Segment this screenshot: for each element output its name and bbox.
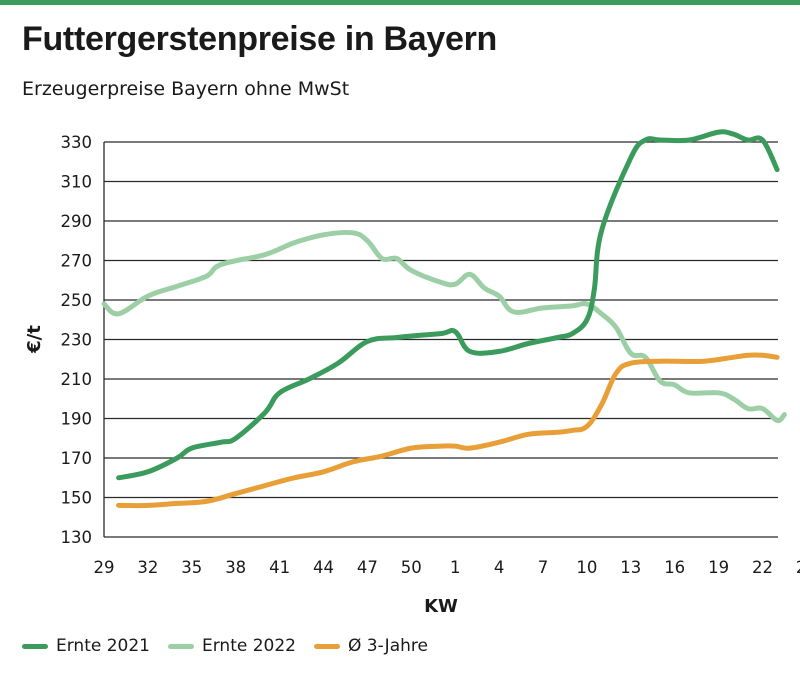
y-tick-label: 290 bbox=[61, 212, 93, 231]
legend-item: Ernte 2021 bbox=[22, 636, 150, 656]
x-tick-labels: 2932353841444750147101316192225 bbox=[94, 558, 800, 577]
legend-label: Ø 3-Jahre bbox=[348, 636, 428, 656]
legend-item: Ernte 2022 bbox=[168, 636, 296, 656]
y-tick-label: 330 bbox=[61, 133, 93, 152]
y-tick-label: 150 bbox=[61, 489, 93, 508]
y-tick-label: 270 bbox=[61, 252, 93, 271]
series-line-2 bbox=[116, 352, 780, 509]
y-tick-label: 170 bbox=[61, 449, 93, 468]
legend-swatch bbox=[168, 643, 194, 649]
x-tick-label: 47 bbox=[357, 558, 378, 577]
legend-item: Ø 3-Jahre bbox=[314, 636, 428, 656]
legend: Ernte 2021 Ernte 2022 Ø 3-Jahre bbox=[22, 636, 446, 656]
y-tick-label: 250 bbox=[61, 291, 93, 310]
legend-swatch bbox=[314, 643, 340, 649]
x-tick-label: 7 bbox=[538, 558, 549, 577]
x-tick-label: 1 bbox=[450, 558, 461, 577]
series-line-1 bbox=[101, 229, 787, 424]
x-tick-label: 25 bbox=[796, 558, 800, 577]
x-axis-title: KW bbox=[424, 596, 458, 617]
x-tick-label: 41 bbox=[269, 558, 290, 577]
y-tick-label: 310 bbox=[61, 173, 93, 192]
x-tick-label: 22 bbox=[752, 558, 773, 577]
y-tick-label: 130 bbox=[61, 528, 93, 547]
top-accent-bar bbox=[0, 0, 800, 5]
chart-title: Futtergerstenpreise in Bayern bbox=[22, 20, 498, 58]
chart-subtitle: Erzeugerpreise Bayern ohne MwSt bbox=[22, 78, 350, 100]
series-layer bbox=[101, 129, 787, 509]
y-tick-labels: 130 150 170 190 210 230 250 270 290 310 330 bbox=[61, 133, 93, 547]
y-tick-label: 210 bbox=[61, 370, 93, 389]
series-line-0 bbox=[116, 129, 780, 481]
x-tick-label: 44 bbox=[313, 558, 334, 577]
y-axis-title: €/t bbox=[24, 325, 45, 354]
y-tick-label: 230 bbox=[61, 331, 93, 350]
x-tick-label: 35 bbox=[181, 558, 202, 577]
x-tick-label: 38 bbox=[225, 558, 246, 577]
x-tick-label: 32 bbox=[137, 558, 158, 577]
x-tick-label: 13 bbox=[620, 558, 641, 577]
grid-layer bbox=[103, 141, 778, 538]
x-tick-label: 50 bbox=[401, 558, 422, 577]
x-tick-label: 29 bbox=[94, 558, 115, 577]
x-tick-label: 19 bbox=[708, 558, 729, 577]
y-tick-label: 190 bbox=[61, 410, 93, 429]
legend-label: Ernte 2021 bbox=[56, 636, 150, 656]
x-tick-label: 16 bbox=[664, 558, 685, 577]
x-tick-label: 4 bbox=[494, 558, 505, 577]
x-tick-label: 10 bbox=[576, 558, 597, 577]
legend-label: Ernte 2022 bbox=[202, 636, 296, 656]
legend-swatch bbox=[22, 643, 48, 649]
